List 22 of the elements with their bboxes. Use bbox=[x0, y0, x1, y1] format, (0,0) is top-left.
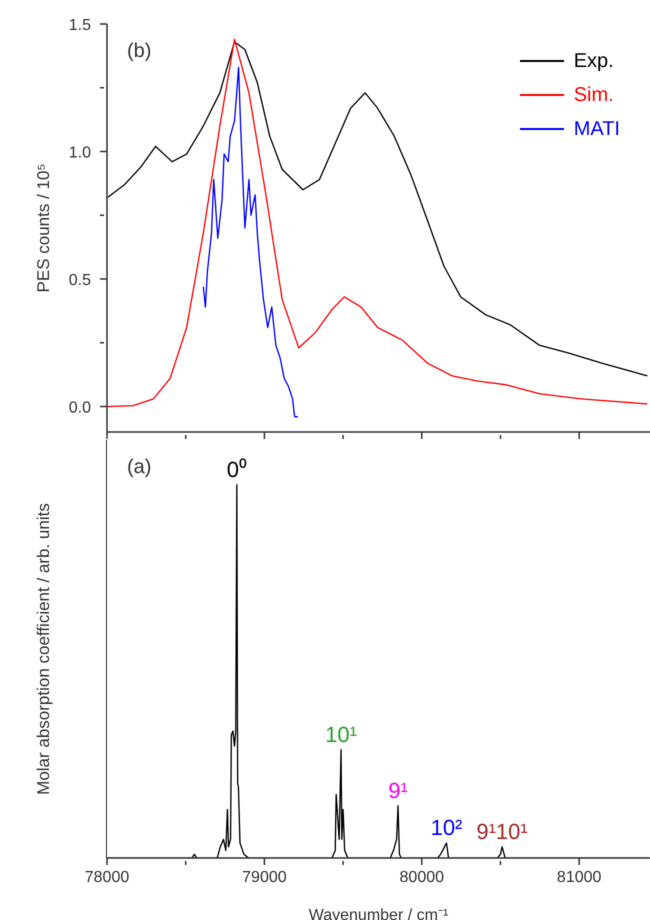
legend-label: Sim. bbox=[574, 83, 614, 108]
line-series bbox=[202, 66, 299, 418]
x-tick-label: 80000 bbox=[400, 869, 444, 886]
x-tick-label: 79000 bbox=[242, 869, 287, 886]
annotation: 9¹ bbox=[388, 778, 408, 804]
annotation: 9¹10¹ bbox=[476, 818, 528, 845]
annotation: 0⁰ bbox=[226, 456, 247, 483]
y-axis-title: Molar absorption coefficient / arb. units bbox=[34, 503, 54, 795]
y-tick-label: 0.5 bbox=[68, 272, 92, 289]
y-tick-label: 1.5 bbox=[68, 17, 92, 34]
annotation: 10² bbox=[430, 815, 462, 842]
y-axis-title: PES counts / 10⁵ bbox=[34, 164, 54, 292]
legend-label: Exp. bbox=[574, 49, 614, 74]
y-tick-label: 1.0 bbox=[68, 144, 92, 162]
x-axis-title: Wavenumber / cm⁻¹ bbox=[308, 907, 448, 920]
annotation: (b) bbox=[127, 40, 152, 63]
y-tick-label: 0.0 bbox=[68, 400, 92, 416]
x-tick-label: 78000 bbox=[84, 869, 130, 886]
text: (a) bbox=[127, 456, 152, 479]
annotation: 10¹ bbox=[325, 722, 357, 748]
x-tick-label: 81000 bbox=[556, 869, 602, 886]
legend-label: MATI bbox=[574, 117, 620, 142]
